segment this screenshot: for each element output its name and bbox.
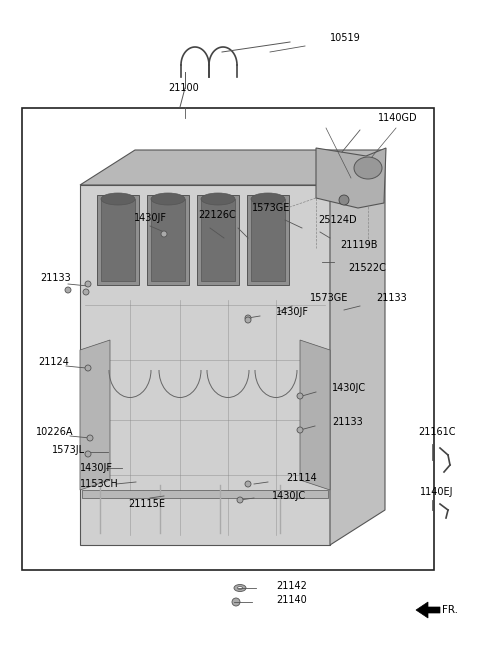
Text: 21161C: 21161C [418, 427, 456, 437]
Text: 1430JF: 1430JF [276, 307, 309, 317]
Bar [22, 108, 434, 570]
Text: 25124D: 25124D [318, 215, 357, 225]
Text: 21124: 21124 [38, 357, 69, 367]
Text: 21133: 21133 [376, 293, 407, 303]
Circle shape [83, 289, 89, 295]
Circle shape [85, 365, 91, 371]
Text: 1430JC: 1430JC [272, 491, 306, 501]
Text: 1140GD: 1140GD [378, 113, 418, 123]
Text: FR.: FR. [442, 605, 458, 615]
Bar [97, 195, 139, 285]
Text: 21140: 21140 [276, 595, 307, 605]
Text: 21142: 21142 [276, 581, 307, 591]
Bar [101, 199, 135, 281]
Circle shape [297, 427, 303, 433]
Text: 1430JF: 1430JF [134, 213, 167, 223]
Ellipse shape [101, 193, 135, 205]
Ellipse shape [201, 193, 235, 205]
Text: 10519: 10519 [330, 33, 361, 43]
Text: 1573JL: 1573JL [52, 445, 85, 455]
Bar [151, 199, 185, 281]
Text: 1430JF: 1430JF [80, 463, 113, 473]
Ellipse shape [151, 193, 185, 205]
Text: 1430JC: 1430JC [332, 383, 366, 393]
Text: 1140EJ: 1140EJ [420, 487, 454, 497]
Circle shape [245, 481, 251, 487]
Text: 21119B: 21119B [340, 240, 377, 250]
Ellipse shape [251, 193, 285, 205]
Text: 1573GE: 1573GE [252, 203, 290, 213]
Ellipse shape [238, 586, 242, 590]
Text: 1573GE: 1573GE [310, 293, 348, 303]
Text: 21115E: 21115E [128, 499, 165, 509]
Text: 1153CH: 1153CH [80, 479, 119, 489]
Bar [251, 199, 285, 281]
Polygon shape [330, 150, 385, 545]
Text: 10226A: 10226A [36, 427, 73, 437]
Circle shape [232, 598, 240, 606]
Text: 21133: 21133 [40, 273, 71, 283]
Polygon shape [316, 148, 386, 208]
Circle shape [85, 451, 91, 457]
Polygon shape [80, 340, 110, 490]
Bar [201, 199, 235, 281]
Bar [147, 195, 189, 285]
Polygon shape [416, 602, 440, 618]
Polygon shape [80, 150, 385, 185]
Bar [247, 195, 289, 285]
Circle shape [85, 281, 91, 287]
Ellipse shape [234, 584, 246, 592]
Text: 21100: 21100 [168, 83, 199, 93]
Circle shape [245, 315, 251, 321]
Circle shape [87, 435, 93, 441]
Circle shape [297, 393, 303, 399]
Circle shape [65, 287, 71, 293]
Text: 21522C: 21522C [348, 263, 386, 273]
Polygon shape [300, 340, 330, 490]
Circle shape [245, 317, 251, 323]
Bar [82, 490, 328, 498]
Bar [197, 195, 239, 285]
Text: 21133: 21133 [332, 417, 363, 427]
Circle shape [339, 195, 349, 205]
Polygon shape [80, 185, 330, 545]
Circle shape [237, 497, 243, 503]
Circle shape [161, 231, 167, 237]
Text: 21114: 21114 [286, 473, 317, 483]
Ellipse shape [354, 157, 382, 179]
Text: 22126C: 22126C [198, 210, 236, 220]
